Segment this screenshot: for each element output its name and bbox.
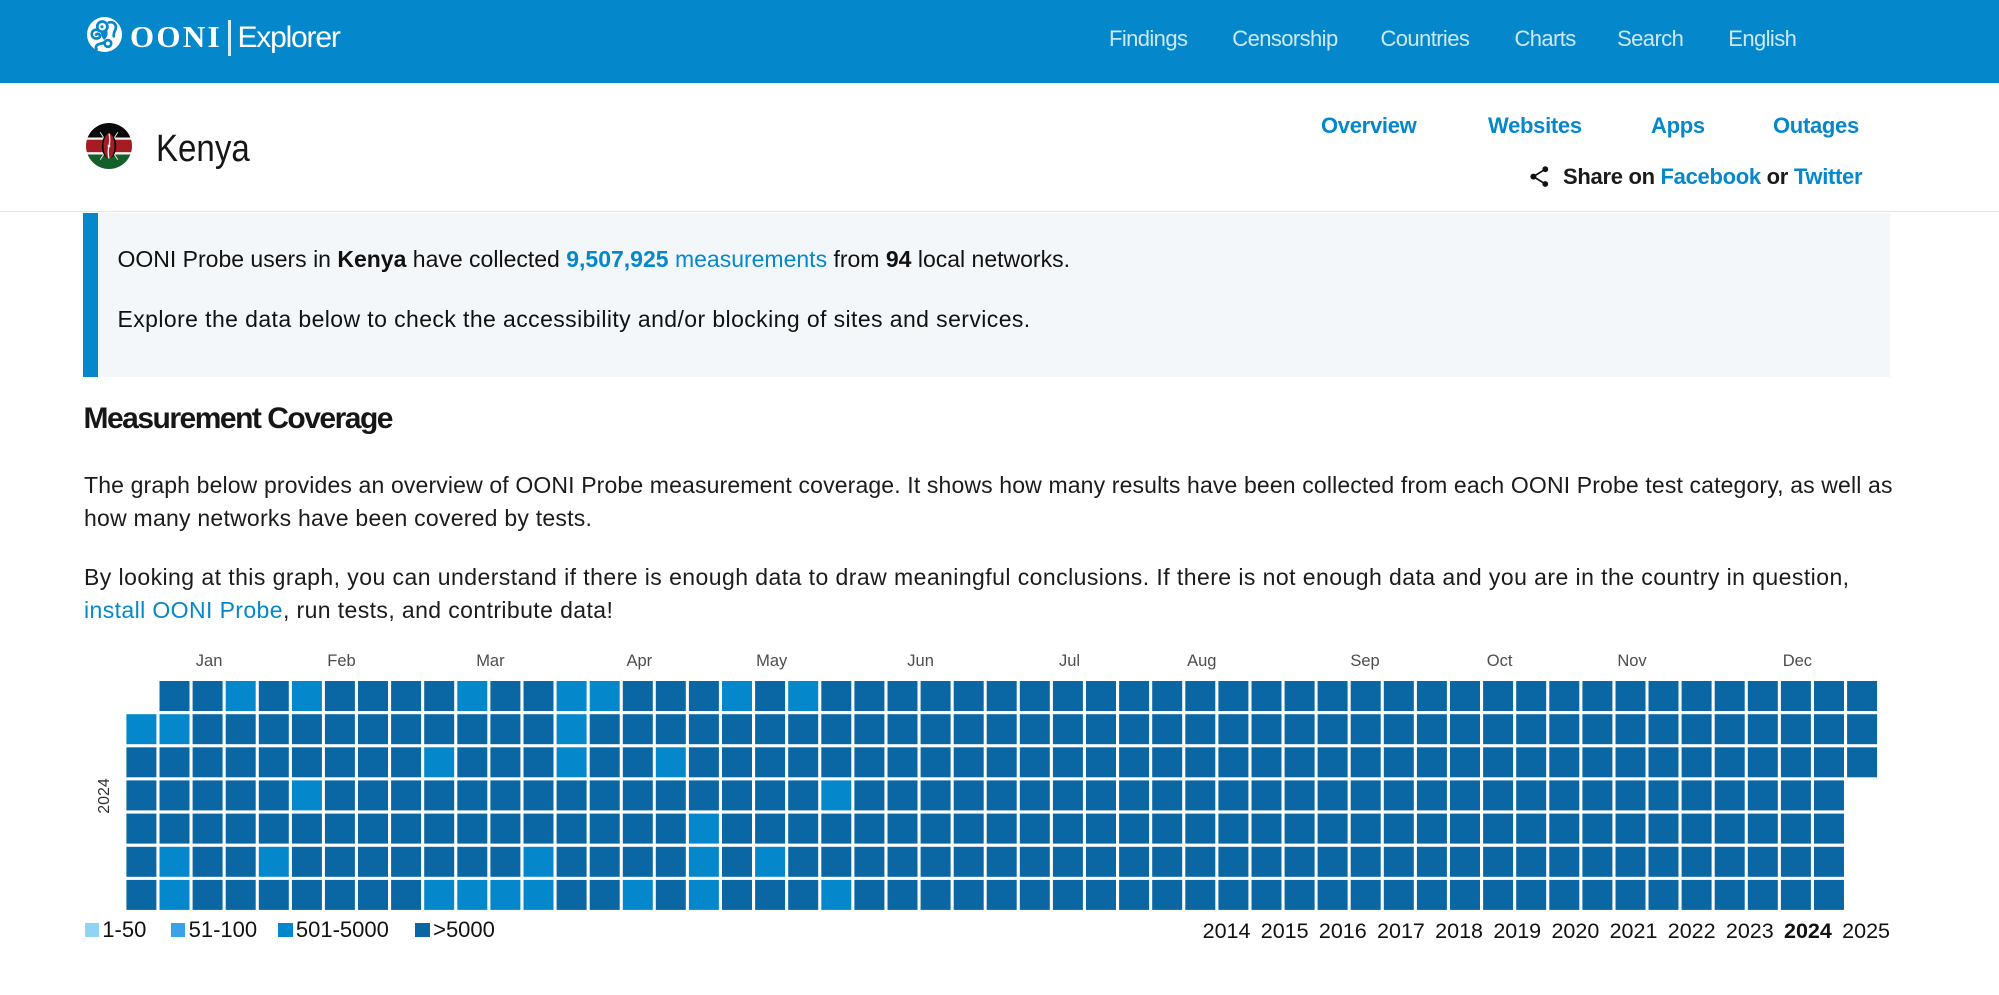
svg-text:Aug: Aug [1187,652,1216,670]
svg-text:Sep: Sep [1350,652,1379,670]
svg-text:Jan: Jan [196,652,223,670]
svg-text:Oct: Oct [1487,652,1513,670]
svg-text:Mar: Mar [476,652,505,670]
svg-text:Apr: Apr [626,652,652,670]
svg-text:Jul: Jul [1059,652,1080,670]
svg-text:Jun: Jun [907,652,934,670]
svg-text:Nov: Nov [1617,652,1647,670]
svg-text:Feb: Feb [327,652,355,670]
svg-text:Dec: Dec [1783,652,1812,670]
svg-text:May: May [756,652,788,670]
